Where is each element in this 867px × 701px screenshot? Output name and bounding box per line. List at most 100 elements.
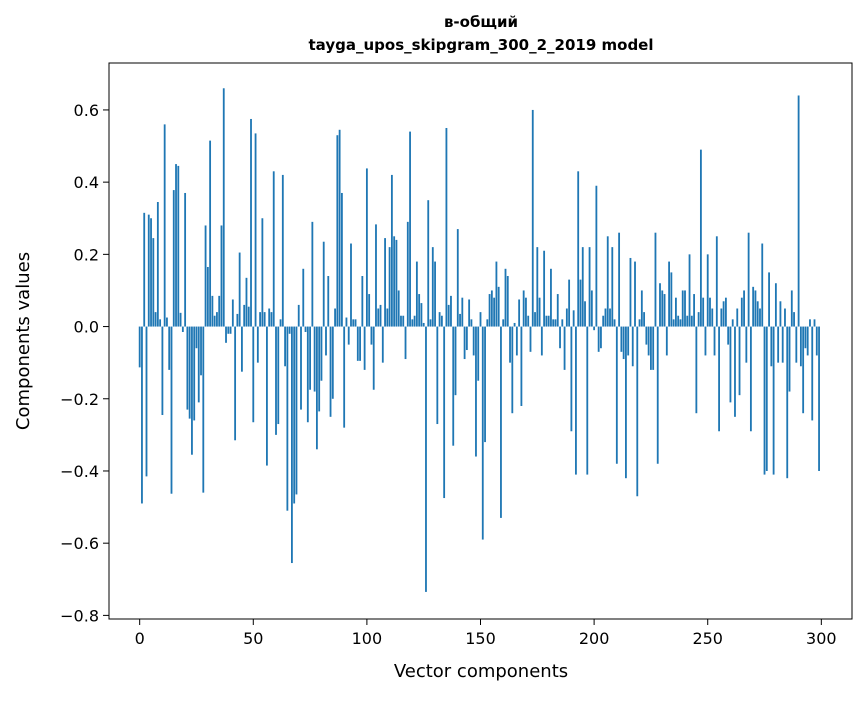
bar-220 [638, 319, 641, 327]
bar-274 [761, 243, 764, 327]
bar-167 [518, 299, 521, 327]
bar-56 [266, 326, 268, 466]
bar-129 [431, 247, 434, 327]
bar-228 [656, 326, 659, 464]
bar-19 [181, 326, 184, 332]
bar-117 [404, 326, 407, 360]
bar-67 [291, 326, 293, 564]
bar-22 [188, 326, 191, 419]
bar-116 [402, 315, 405, 327]
bar-68 [293, 326, 296, 504]
bar-187 [563, 326, 566, 370]
bar-272 [756, 301, 759, 327]
bar-104 [375, 224, 377, 327]
bar-282 [779, 301, 782, 327]
bar-1 [141, 326, 143, 504]
bar-15 [172, 190, 175, 327]
bar-131 [436, 326, 439, 425]
bar-281 [777, 326, 780, 363]
bar-268 [747, 232, 750, 327]
bar-75 [309, 326, 311, 390]
bar-196 [584, 301, 586, 327]
bar-219 [636, 326, 639, 497]
bar-296 [811, 326, 814, 421]
bar-73 [304, 326, 307, 332]
bar-139 [454, 326, 457, 396]
bar-80 [320, 326, 323, 381]
bar-62 [279, 319, 282, 327]
bar-237 [677, 315, 680, 327]
y-tick-label: 0.0 [74, 318, 99, 337]
bar-41 [231, 299, 234, 327]
bar-65 [286, 326, 289, 511]
bar-280 [774, 283, 777, 327]
bar-108 [384, 238, 386, 327]
bar-17 [177, 165, 180, 327]
bar-244 [693, 294, 695, 327]
bar-193 [577, 171, 580, 327]
bar-93 [350, 243, 352, 327]
bar-127 [427, 200, 430, 327]
bar-260 [729, 326, 732, 403]
bar-204 [602, 315, 605, 327]
bar-11 [163, 124, 166, 327]
bar-144 [465, 326, 468, 351]
bar-156 [493, 297, 496, 327]
bar-60 [275, 326, 277, 435]
bar-179 [545, 315, 548, 327]
bar-112 [393, 236, 396, 327]
bar-206 [606, 236, 609, 327]
bar-276 [765, 326, 768, 471]
bar-227 [654, 232, 657, 327]
bar-279 [772, 326, 775, 475]
bar-161 [504, 268, 507, 327]
bar-133 [440, 315, 443, 327]
bar-285 [786, 326, 789, 479]
bar-239 [681, 290, 684, 327]
bar-214 [625, 326, 627, 479]
bar-49 [250, 118, 252, 327]
bar-162 [506, 276, 509, 327]
bar-211 [618, 232, 621, 327]
bar-88 [338, 129, 341, 327]
bar-78 [315, 326, 318, 450]
bar-271 [754, 290, 757, 327]
bar-146 [470, 319, 473, 327]
bar-233 [668, 261, 670, 327]
bar-201 [595, 185, 598, 327]
bar-52 [256, 326, 259, 363]
bar-212 [620, 326, 623, 352]
bar-63 [281, 174, 284, 327]
bar-124 [420, 303, 423, 327]
bar-47 [245, 277, 248, 327]
bar-59 [272, 171, 275, 327]
x-tick-label: 250 [692, 629, 723, 648]
x-tick-label: 50 [243, 629, 263, 648]
bar-164 [511, 326, 514, 414]
bar-229 [659, 283, 661, 327]
bar-184 [556, 294, 559, 327]
bar-85 [331, 326, 334, 399]
bar-69 [295, 326, 298, 495]
x-tick-label: 0 [135, 629, 145, 648]
bar-54 [261, 218, 264, 327]
bar-6 [152, 238, 155, 327]
bar-92 [347, 326, 350, 345]
bar-138 [452, 326, 455, 446]
bar-297 [813, 319, 816, 327]
bar-222 [643, 312, 646, 327]
y-tick-label: 0.4 [74, 173, 99, 192]
bar-76 [311, 221, 314, 327]
bar-269 [749, 326, 752, 432]
bar-292 [802, 326, 805, 414]
bar-23 [191, 326, 193, 455]
x-tick-label: 300 [806, 629, 837, 648]
bar-208 [611, 247, 614, 327]
bar-121 [413, 315, 416, 327]
bar-207 [609, 308, 611, 327]
bar-147 [472, 326, 475, 356]
bar-44 [238, 252, 241, 327]
bar-12 [166, 317, 168, 327]
bar-28 [202, 326, 205, 493]
bar-263 [736, 308, 739, 327]
